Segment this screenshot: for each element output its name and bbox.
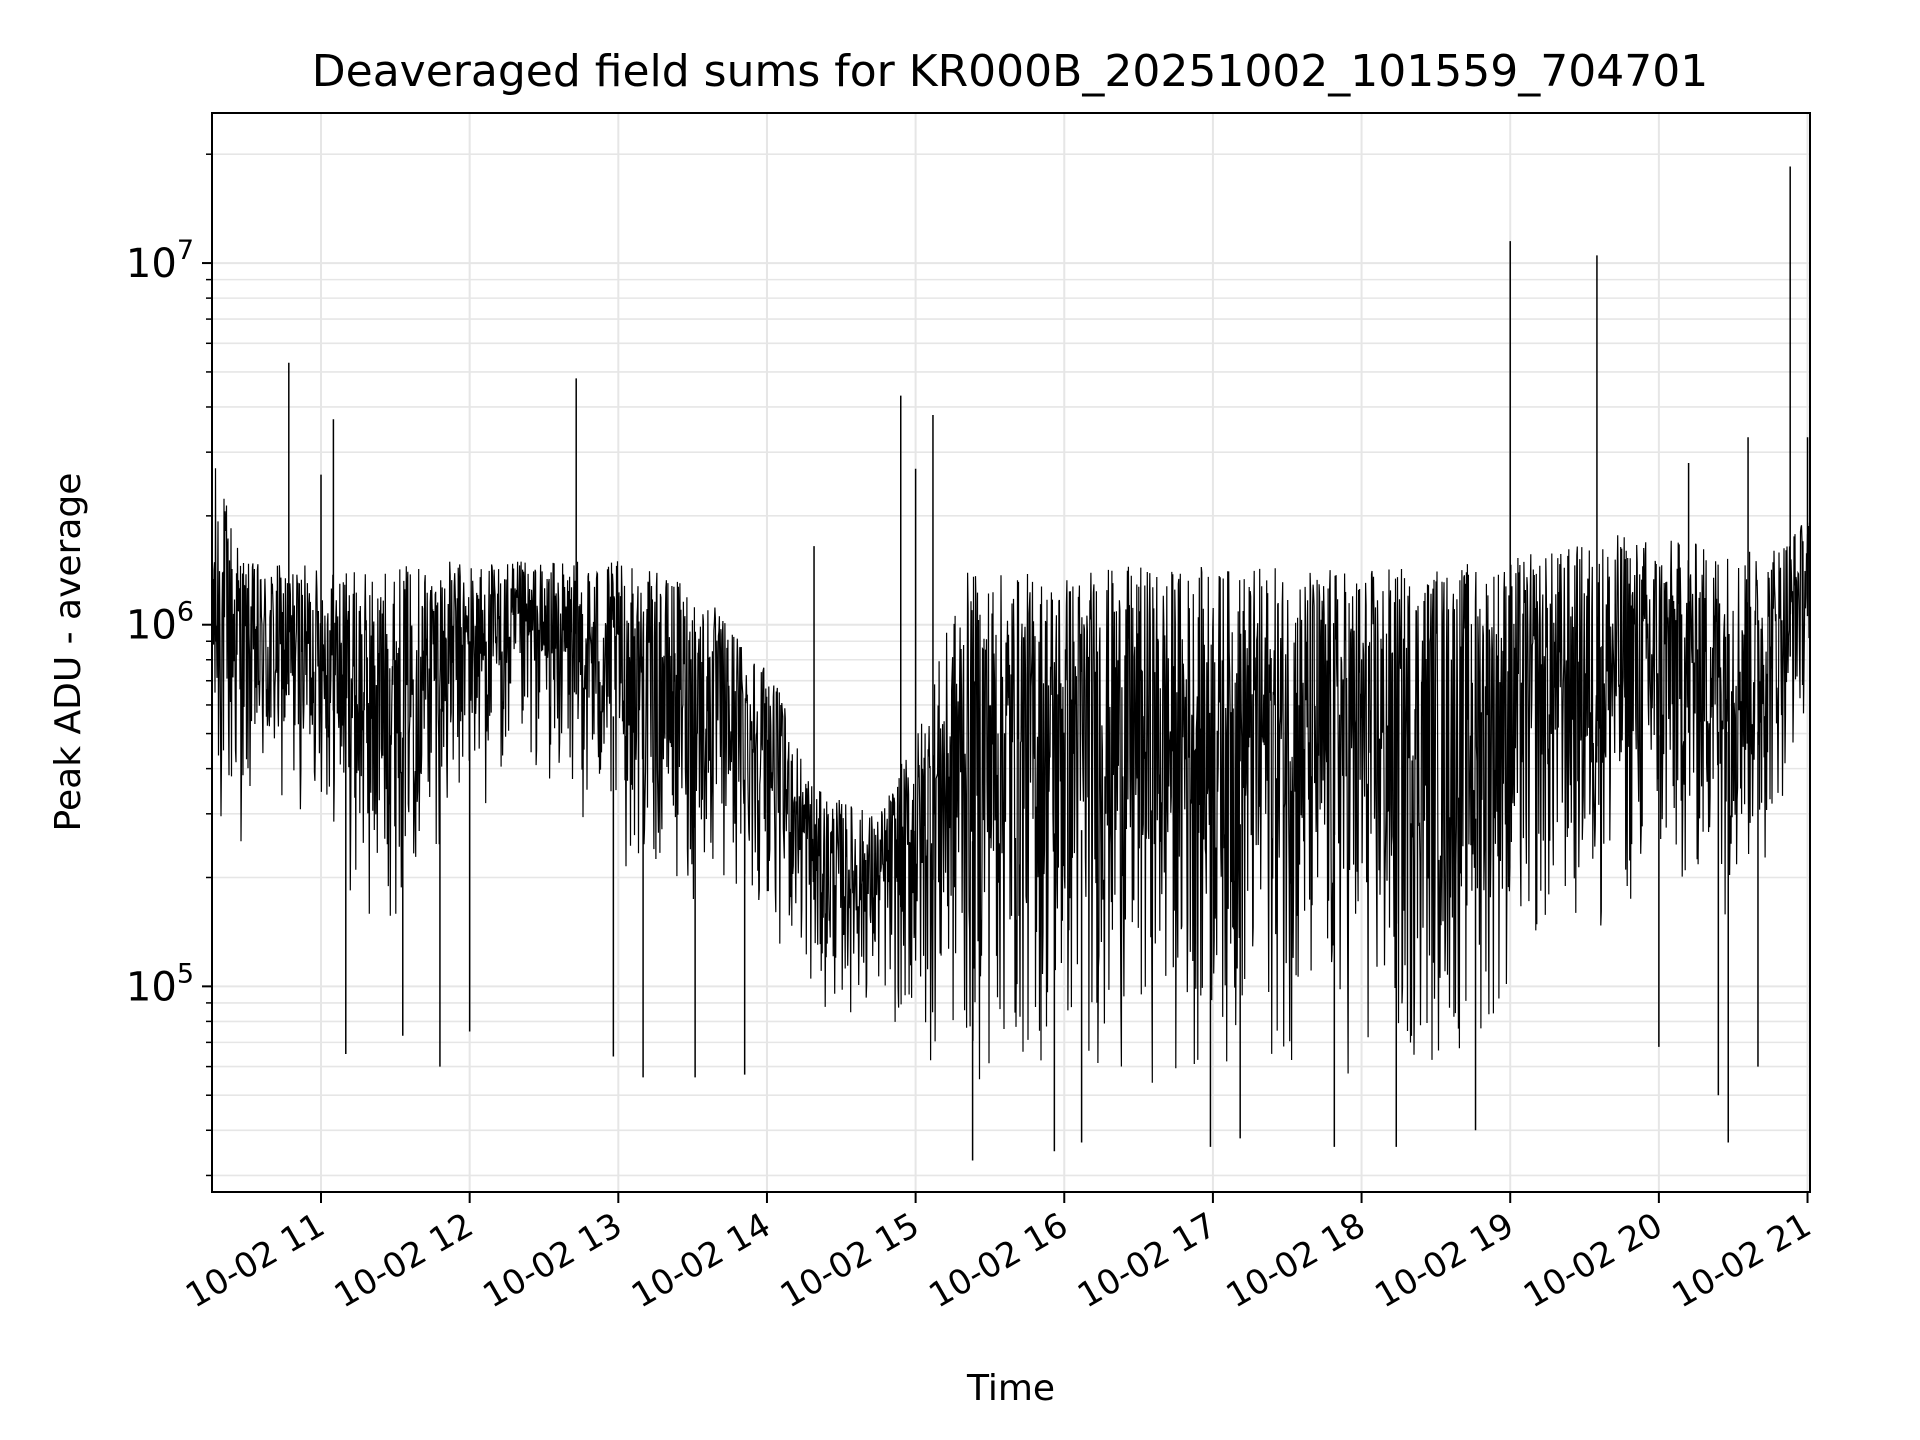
x-axis-label: Time bbox=[966, 1368, 1055, 1409]
y-tick-label: 105 bbox=[126, 958, 194, 1010]
y-tick-label: 107 bbox=[126, 235, 194, 287]
data-layer bbox=[211, 166, 1811, 1161]
y-axis-label: Peak ADU - average bbox=[48, 473, 89, 832]
plot-frame bbox=[211, 112, 1811, 1193]
y-tick-label: 106 bbox=[126, 597, 194, 649]
series-line bbox=[211, 466, 1811, 1083]
chart-title: Deaveraged field sums for KR000B_2025100… bbox=[312, 46, 1708, 97]
